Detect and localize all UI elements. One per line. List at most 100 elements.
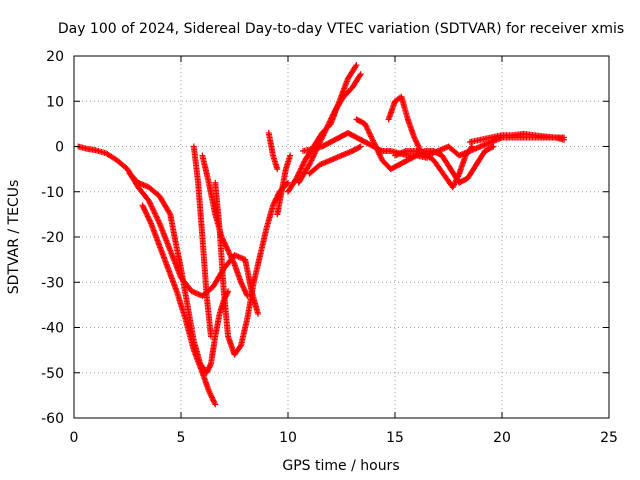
data-point <box>490 143 497 150</box>
y-tick-label: -60 <box>41 411 64 427</box>
data-point <box>323 125 330 132</box>
data-point <box>362 120 369 127</box>
y-tick-label: -10 <box>41 185 64 201</box>
series-track-6 <box>199 152 251 299</box>
x-axis-label: GPS time / hours <box>282 458 399 474</box>
data-point <box>218 234 225 240</box>
data-point <box>298 165 305 172</box>
data-point <box>255 310 262 317</box>
data-point <box>298 164 305 171</box>
data-point <box>453 176 460 183</box>
data-point <box>356 144 363 151</box>
tick-labels: 0 5 10 15 20 25 20 10 0 -10 -20 -30 -40 -50 -60 <box>41 49 618 446</box>
data-point <box>207 391 214 398</box>
data-point <box>296 169 303 176</box>
series-track-16 <box>466 130 568 145</box>
data-point <box>272 196 279 203</box>
data-point <box>373 145 380 152</box>
data-point <box>209 395 216 402</box>
data-point <box>414 141 421 148</box>
data-point <box>239 283 246 290</box>
data-point <box>489 144 496 151</box>
x-tick-label: 25 <box>600 430 618 446</box>
data-point <box>274 166 281 173</box>
data-point <box>326 118 333 125</box>
data-point <box>145 214 152 221</box>
data-point <box>219 235 226 242</box>
data-point <box>223 243 230 250</box>
data-point <box>317 137 324 144</box>
data-point <box>221 240 228 247</box>
data-point <box>307 158 314 165</box>
series-track-8 <box>285 62 360 195</box>
data-point <box>221 239 228 246</box>
data-point <box>352 63 359 70</box>
data-point <box>212 401 219 408</box>
data-point <box>367 133 374 140</box>
data-point <box>371 140 378 147</box>
data-point <box>293 175 300 182</box>
data-point <box>220 238 227 245</box>
data-point <box>230 258 237 265</box>
series-track-10 <box>306 143 364 177</box>
data-point <box>377 154 384 161</box>
data-point <box>413 139 420 146</box>
data-point <box>240 284 247 291</box>
data-point <box>309 156 316 163</box>
data-point <box>373 144 380 151</box>
data-point <box>237 279 244 286</box>
data-point <box>222 242 229 249</box>
data-point <box>328 115 335 122</box>
data-point <box>330 110 337 117</box>
data-point <box>142 207 149 214</box>
grid-lines <box>74 56 609 418</box>
data-point <box>210 397 217 404</box>
data-point <box>294 172 301 179</box>
data-point <box>413 138 420 145</box>
data-point <box>364 126 371 133</box>
y-tick-label: 20 <box>46 49 64 65</box>
data-point <box>207 361 214 368</box>
data-point <box>322 128 329 135</box>
data-point <box>452 178 459 185</box>
data-point <box>367 132 374 139</box>
data-point <box>415 142 422 149</box>
data-point <box>241 286 248 293</box>
y-tick-label: 10 <box>46 94 64 110</box>
data-point <box>324 122 331 129</box>
series-track-15 <box>265 129 281 173</box>
data-point <box>207 333 214 340</box>
data-point <box>374 147 381 154</box>
data-point <box>273 195 280 202</box>
data-point <box>227 253 234 260</box>
data-point <box>223 244 230 251</box>
data-point <box>369 137 376 144</box>
data-point <box>273 194 280 201</box>
data-point <box>455 172 462 179</box>
y-tick-label: 0 <box>55 140 64 156</box>
data-point <box>311 150 318 157</box>
data-point <box>411 134 418 141</box>
data-point <box>142 209 149 216</box>
data-point <box>140 203 147 210</box>
data-point <box>365 129 372 136</box>
data-point <box>451 181 458 188</box>
data-point <box>147 219 154 226</box>
data-point <box>243 291 250 298</box>
data-point <box>230 259 237 266</box>
y-tick-label: -20 <box>41 230 64 246</box>
data-point <box>271 199 278 206</box>
data-point <box>242 288 249 295</box>
data-point <box>166 210 173 217</box>
data-point <box>296 168 303 175</box>
data-point <box>357 143 364 150</box>
data-point <box>237 343 244 350</box>
y-axis-label: SDTVAR / TECUs <box>6 180 22 295</box>
data-point <box>211 400 218 407</box>
data-point <box>319 133 326 140</box>
data-point <box>320 130 327 137</box>
data-point <box>324 124 331 131</box>
data-point <box>370 138 377 145</box>
series-track-3 <box>139 202 219 408</box>
